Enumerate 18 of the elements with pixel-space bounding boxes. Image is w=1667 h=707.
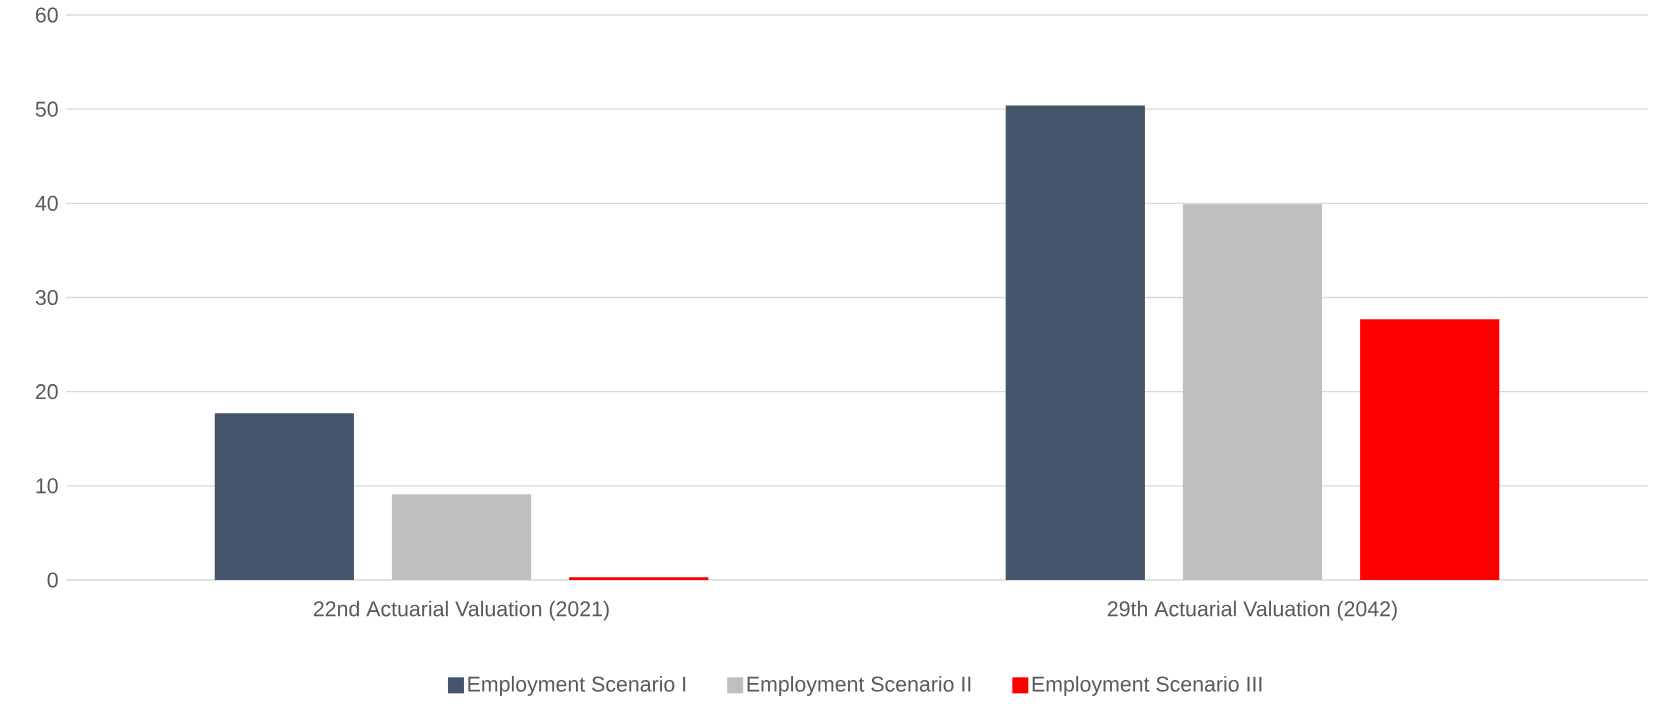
y-tick-label: 0 xyxy=(47,572,58,588)
bar xyxy=(1182,204,1323,580)
legend-label: Employment Scenario I xyxy=(468,676,686,696)
legend-label: Employment Scenario III xyxy=(1032,676,1262,696)
y-tick-label: 30 xyxy=(35,289,58,306)
bar xyxy=(569,577,709,580)
x-tick-label: 29th Actuarial Valuation (2042) xyxy=(1107,600,1397,621)
y-tick-label: 10 xyxy=(36,478,58,494)
bar xyxy=(391,494,532,580)
y-tick-label: 20 xyxy=(35,384,58,400)
y-tick-label: 50 xyxy=(35,101,58,117)
legend-label: Employment Scenario II xyxy=(747,676,971,696)
bar xyxy=(1360,319,1500,580)
x-tick-label: 22nd Actuarial Valuation (2021) xyxy=(313,600,609,621)
y-tick-label: 40 xyxy=(35,195,58,211)
bar xyxy=(1005,105,1145,580)
bar xyxy=(214,413,354,580)
y-tick-label: 60 xyxy=(35,7,58,23)
